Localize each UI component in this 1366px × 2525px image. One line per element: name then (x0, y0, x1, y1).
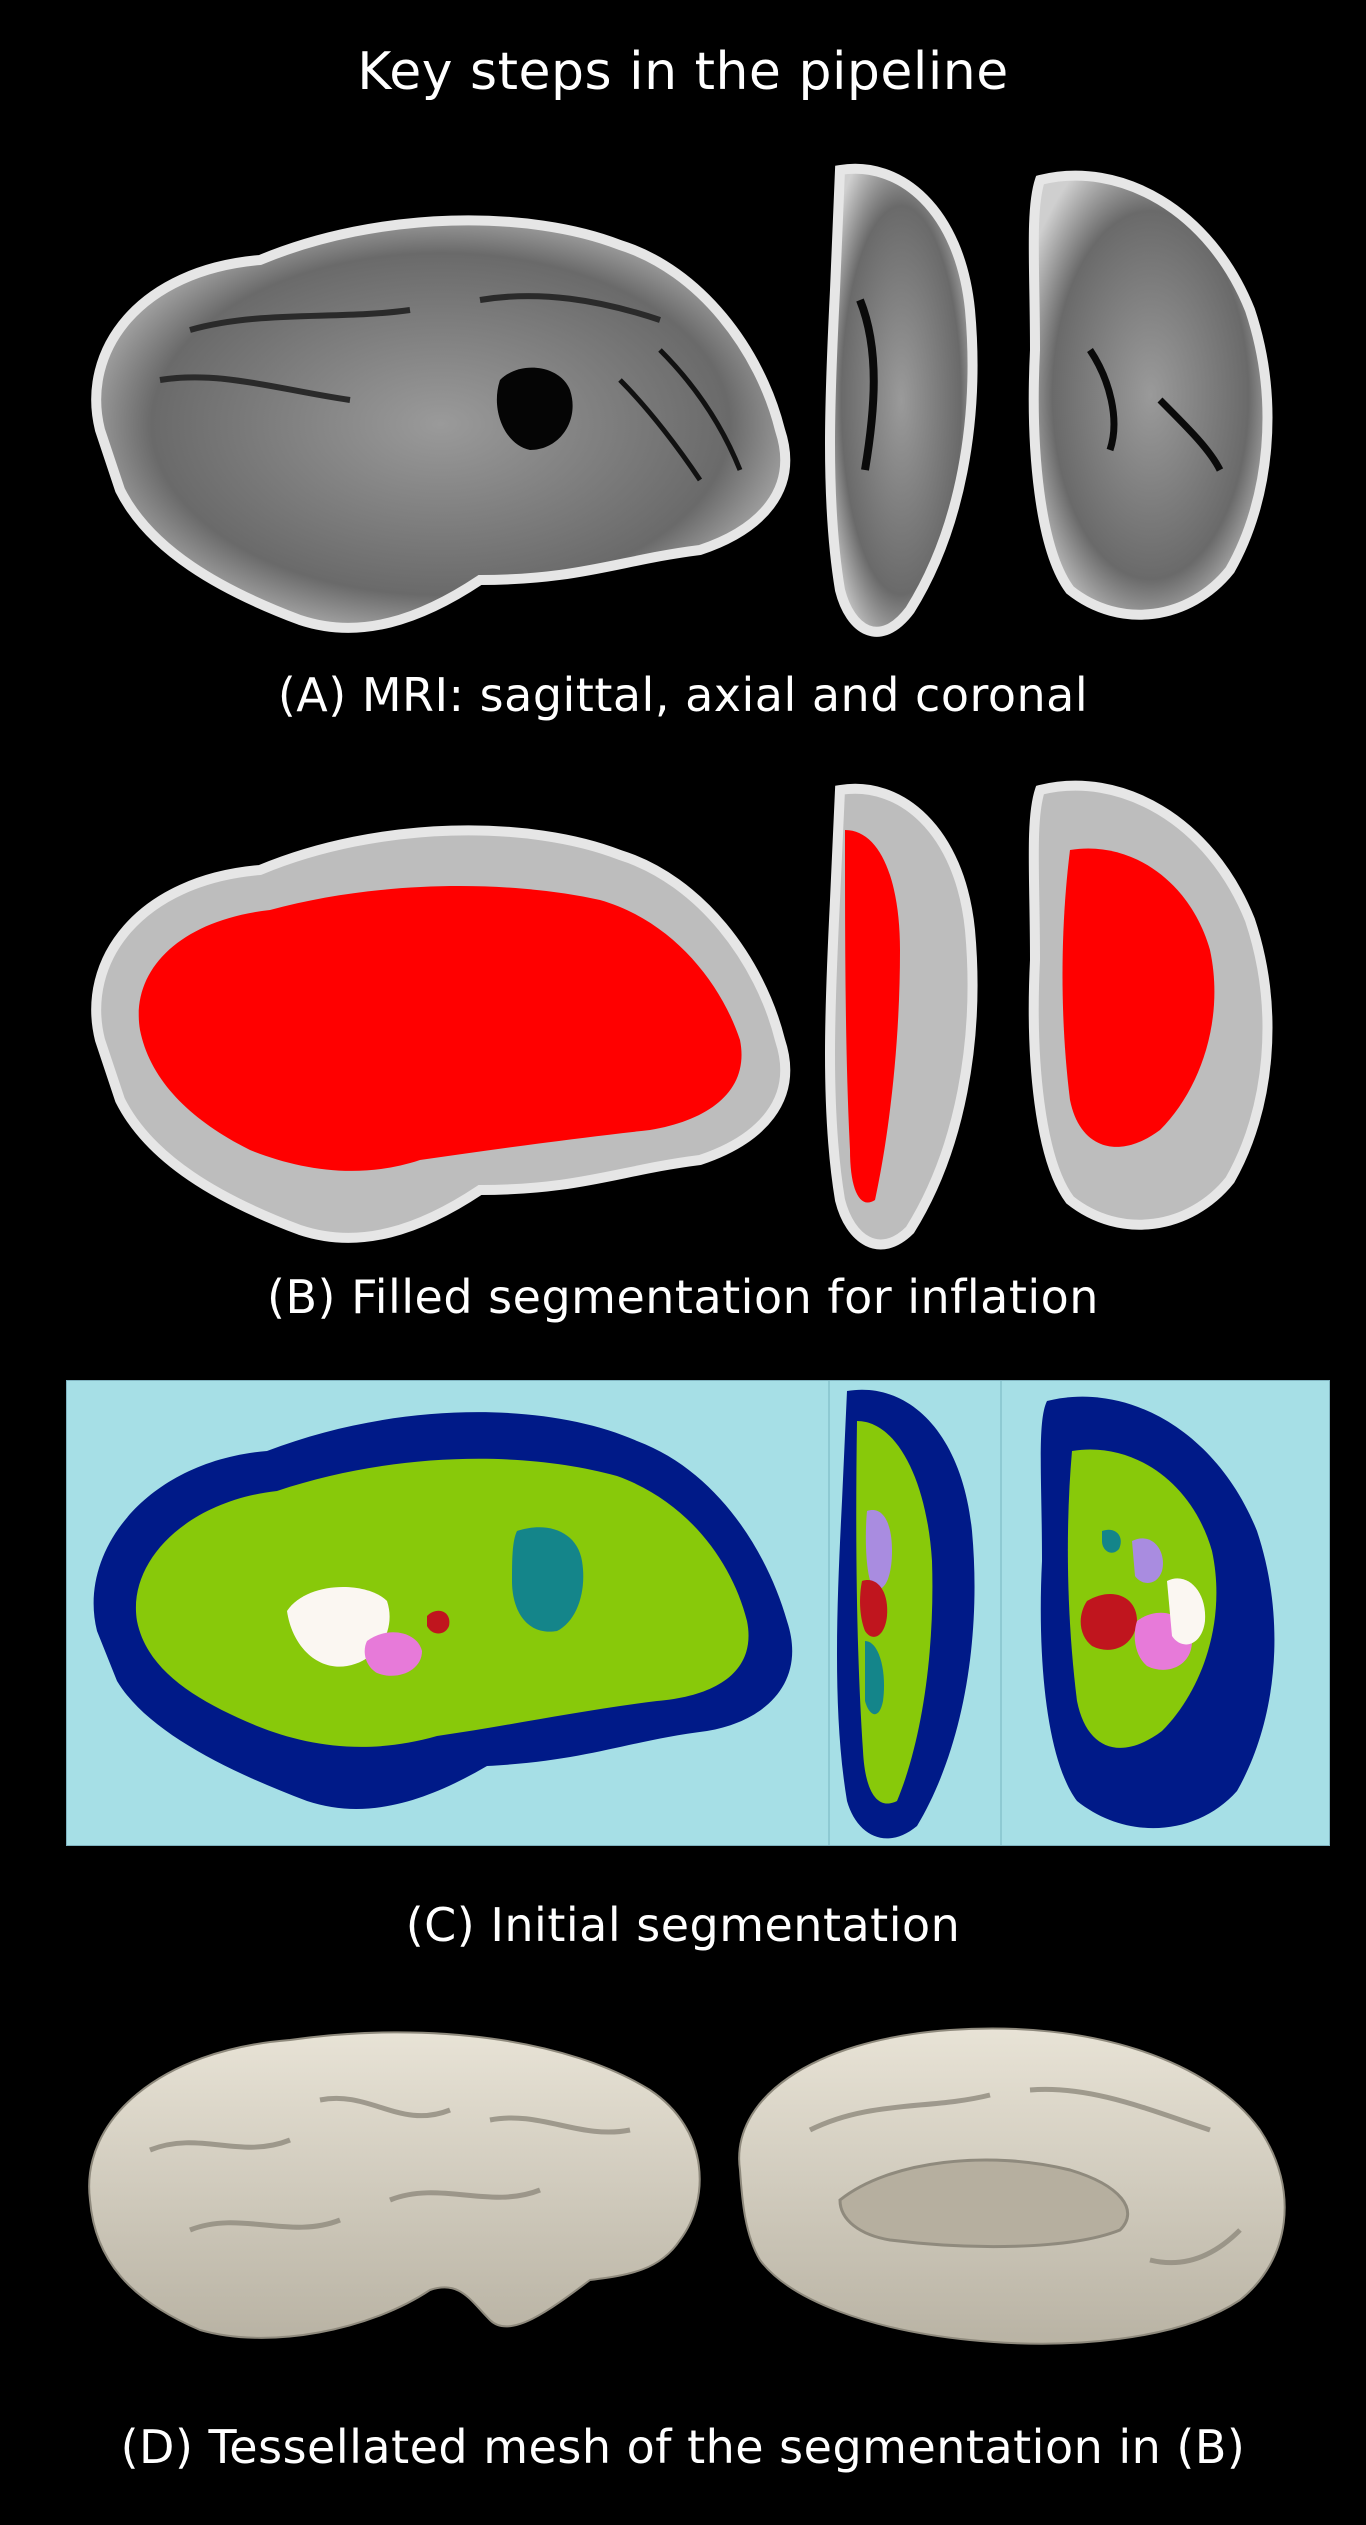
mri-sagittal-slice (91, 215, 791, 633)
filled-segmentation-image (91, 780, 1273, 1250)
panel-d-caption: (D) Tessellated mesh of the segmentation… (120, 2420, 1246, 2474)
mesh-surfaces-image (88, 2027, 1286, 2345)
panel-d-tessellated-mesh (70, 2000, 1330, 2400)
panel-a-mri (60, 150, 1320, 660)
panel-c-initial-segmentation (66, 1380, 1330, 1846)
panel-b-filled-segmentation (60, 770, 1320, 1260)
mesh-lateral-hemisphere (88, 2031, 701, 2339)
filled-sagittal-slice (91, 825, 791, 1243)
segmentation-axial-slice (837, 1389, 975, 1839)
panel-b-caption: (B) Filled segmentation for inflation (267, 1270, 1099, 1324)
filled-axial-slice (825, 783, 978, 1250)
segmentation-sagittal-slice (93, 1412, 793, 1809)
mesh-medial-hemisphere (738, 2027, 1286, 2345)
panel-a-caption: (A) MRI: sagittal, axial and coronal (277, 668, 1089, 722)
filled-coronal-slice (1028, 780, 1273, 1230)
initial-segmentation-image (93, 1381, 1275, 1845)
mri-coronal-slice (1028, 170, 1273, 620)
figure-title: Key steps in the pipeline (357, 42, 1009, 102)
panel-c-caption: (C) Initial segmentation (405, 1898, 961, 1952)
segmentation-coronal-slice (1040, 1396, 1275, 1829)
mri-axial-slice (825, 163, 978, 637)
mri-slices-image (91, 163, 1273, 637)
